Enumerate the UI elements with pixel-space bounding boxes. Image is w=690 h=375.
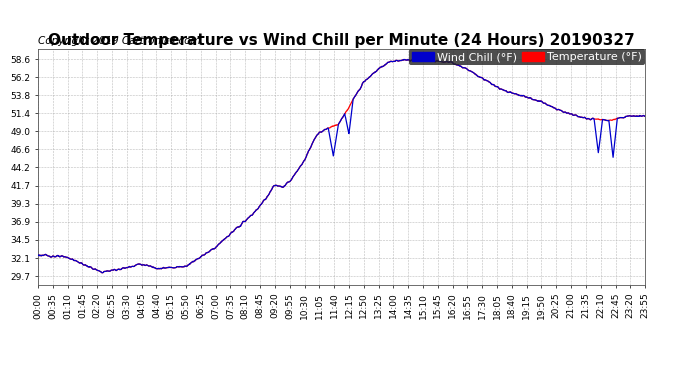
Legend: Wind Chill (°F), Temperature (°F): Wind Chill (°F), Temperature (°F) [409,49,645,65]
Title: Outdoor Temperature vs Wind Chill per Minute (24 Hours) 20190327: Outdoor Temperature vs Wind Chill per Mi… [48,33,635,48]
Text: Copyright 2019 Cartronics.com: Copyright 2019 Cartronics.com [38,36,201,46]
